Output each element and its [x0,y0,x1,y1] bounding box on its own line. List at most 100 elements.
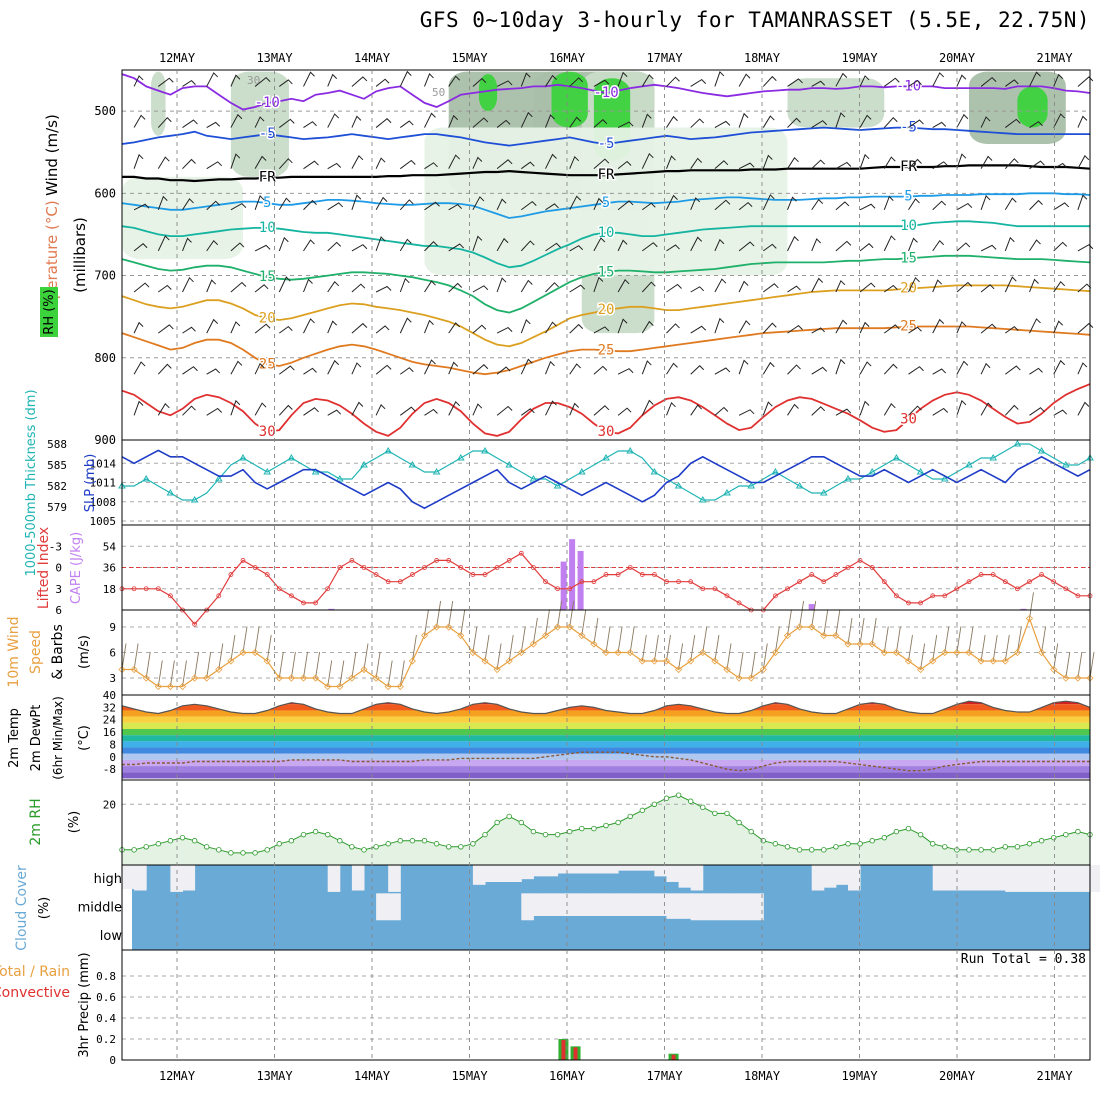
wind-barb [472,117,489,128]
cloud-cell-high-69 [956,865,970,891]
wind-barb [617,279,630,293]
thickness-point-74 [1013,440,1022,447]
wind-barb [521,408,535,416]
wind-barb [133,114,146,128]
wind-barb [956,281,973,293]
rh2m-point-76 [1038,838,1045,844]
rh2m-point-63 [881,834,887,841]
cloud-cell-high-32 [509,865,522,882]
wind-barb [521,161,535,170]
cloud-cell-high-37 [569,865,583,874]
wind-barb [980,402,993,416]
wind-barb [980,323,997,334]
wind-barb [690,236,703,252]
wind10m-barb-64 [895,626,901,653]
temp-contour-label-7-2: 25 [900,319,917,335]
wind-barb [932,72,945,87]
wind-barb [327,409,342,416]
label-precip-c: 3hr Precip (mm) [77,952,92,1057]
label-temp-a: 2m Temp [7,708,22,768]
li-point-25 [422,565,427,570]
li-point-19 [349,558,355,563]
wind10m-point-30 [481,657,489,665]
wind10m-point-34 [529,640,537,648]
wind-barb [787,157,799,169]
wind-barb [472,403,483,416]
wind-barb [956,399,967,416]
thickness-point-24 [408,461,417,468]
cloud-cell-high-0 [122,865,135,890]
label-upper-wind: Wind (m/s) [43,114,61,196]
wind10m-barb-26 [436,600,442,628]
wind-barb [787,403,799,416]
rh2m-point-10 [240,850,246,856]
wind-barb [714,317,725,334]
li-point-36 [555,586,560,592]
wind10m-barb-17 [327,660,333,687]
panel-frame-precip [121,949,1091,1061]
wind10m-point-65 [904,657,913,665]
wind-barb [448,243,465,252]
wind10m-point-66 [917,665,925,674]
li-point-46 [676,579,681,585]
li-point-57 [809,572,815,577]
wind-barb [303,318,315,334]
cloud-cell-high-80 [1090,865,1100,892]
wind-barb [811,406,826,416]
wind-barb [448,114,459,128]
li-point-13 [276,586,282,592]
wind-barb [472,156,483,169]
rh2m-point-28 [458,844,464,850]
li-point-70 [966,579,972,585]
rh2m-point-72 [990,847,996,853]
cloud-cell-high-45 [666,865,680,882]
wind-barb [545,242,561,252]
wind10m-point-2 [142,674,150,682]
wind-barb [545,114,555,128]
wind10m-barb-19 [351,651,357,679]
wind-barb [932,279,943,293]
wind-barb [278,404,293,416]
date-label-top-5: 17MAY [646,51,683,65]
wind-barb [230,360,243,375]
thickness-point-78 [1061,461,1070,468]
rh2m-point-78 [1063,831,1069,838]
wind10m-barb-42 [629,626,635,653]
wind-barb [400,367,414,375]
rh2m-point-74 [1014,844,1021,850]
wind10m-point-70 [965,648,973,657]
temp-ytick-4: 8 [109,738,116,751]
temp-ytick-1: 32 [103,701,116,714]
temp-band-4 [122,722,1090,729]
cloud-cell-high-19 [351,865,365,891]
li-point-59 [833,572,839,577]
wind-barb [157,363,172,375]
wind-barb [569,195,582,211]
rh2m-point-43 [639,807,645,814]
temp-contour-label-2-2: FR [900,159,917,175]
wind-barb [520,358,533,375]
cloud-cell-middle-22 [388,893,401,921]
wind-barb [593,158,610,170]
wind10m-barb-3 [157,660,163,687]
wind-barb [279,325,293,334]
wind-barb [1077,76,1094,87]
li-point-14 [288,593,294,599]
temp-contour-label-7-1: 25 [598,342,615,358]
cloud-cell-high-30 [485,865,498,882]
slp-ytick-3: 1005 [90,515,117,528]
wind-barb [932,407,949,416]
wind-barb [424,408,438,416]
wind-barb [327,162,342,170]
rh2m-point-41 [615,819,621,826]
wind-barb [666,401,676,416]
cloud-cell-high-44 [654,865,667,877]
wind10m-point-6 [191,674,199,682]
wind10m-line [122,616,1090,688]
cloud-cell-high-39 [593,865,607,874]
cloud-cell-high-57 [811,865,825,891]
wind10m-point-17 [324,682,332,691]
wind-barb [424,201,440,211]
wind10m-point-54 [771,648,779,657]
